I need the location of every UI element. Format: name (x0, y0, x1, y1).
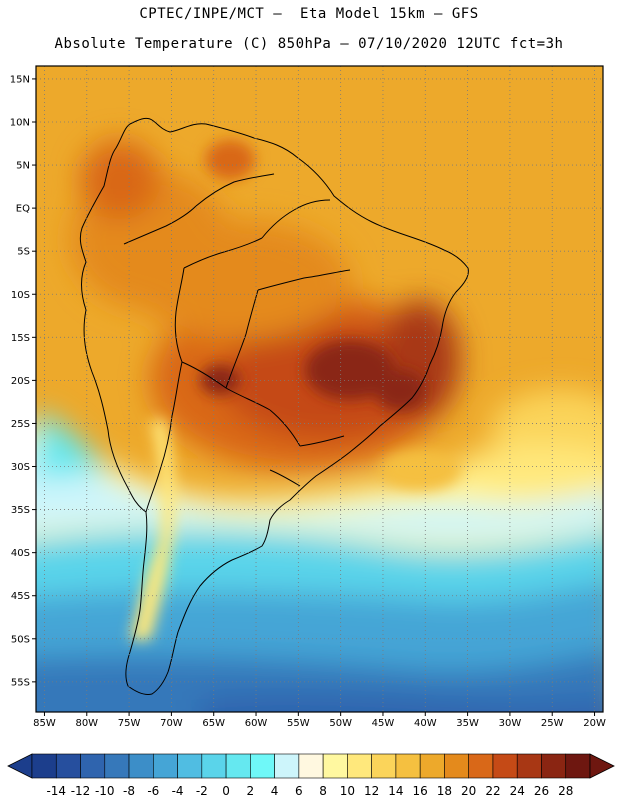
colorbar-swatch (468, 753, 494, 779)
temperature-field (36, 66, 603, 712)
colorbar-label: 18 (437, 784, 452, 798)
y-tick-label: 25S (11, 419, 30, 430)
colorbar-label: 6 (295, 784, 303, 798)
colorbar-label: -14 (46, 784, 66, 798)
colorbar-swatch (322, 753, 348, 779)
colorbar-swatch (298, 753, 324, 779)
colorbar-swatch (395, 753, 421, 779)
colorbar-max-arrow (589, 753, 615, 779)
x-tick-label: 20W (583, 718, 606, 729)
colorbar-label: -6 (147, 784, 159, 798)
colorbar-swatch (31, 753, 57, 779)
x-tick-label: 50W (329, 718, 352, 729)
x-tick-label: 75W (118, 718, 141, 729)
x-tick-label: 25W (541, 718, 564, 729)
x-tick-label: 30W (499, 718, 522, 729)
x-tick-label: 85W (33, 718, 56, 729)
colorbar-swatch (128, 753, 154, 779)
colorbar-swatch (371, 753, 397, 779)
y-tick-label: 35S (11, 505, 30, 516)
colorbar-swatch (541, 753, 567, 779)
y-tick-label: 40S (11, 548, 30, 559)
colorbar-swatch (565, 753, 591, 779)
colorbar-label: 8 (319, 784, 327, 798)
x-tick-label: 65W (202, 718, 225, 729)
y-tick-label: 15S (11, 333, 30, 344)
colorbar-label: 12 (364, 784, 379, 798)
colorbar-swatch (104, 753, 130, 779)
colorbar-swatch (55, 753, 81, 779)
latitude-axis: 15N 10N 5N EQ 5S 10S 15S 20S 25S 30S 35S 40S 45S 50S 5… (10, 74, 36, 688)
y-tick-label: 10S (11, 290, 30, 301)
colorbar-swatch (153, 753, 178, 779)
y-tick-label: 5N (16, 161, 30, 172)
y-tick-label: 55S (11, 677, 30, 688)
graticule (36, 66, 603, 712)
colorbar-label: 16 (413, 784, 428, 798)
colorbar-swatch (419, 753, 445, 779)
y-tick-label: 30S (11, 462, 30, 473)
x-tick-label: 60W (245, 718, 268, 729)
colorbar-label: 10 (340, 784, 355, 798)
colorbar-min-arrow (7, 753, 33, 779)
x-tick-label: 70W (160, 718, 183, 729)
colorbar-swatch (274, 753, 300, 779)
colorbar-label: 22 (485, 784, 500, 798)
y-tick-label: 10N (10, 117, 30, 128)
y-tick-label: 45S (11, 591, 30, 602)
colorbar-label: 20 (461, 784, 476, 798)
y-tick-label: 5S (17, 247, 30, 258)
map-title-line2: Absolute Temperature (C) 850hPa – 07/10/… (54, 36, 564, 52)
colorbar-label: 4 (271, 784, 279, 798)
y-tick-label: 50S (11, 634, 30, 645)
colorbar-label: -8 (123, 784, 135, 798)
colorbar-swatch (347, 753, 372, 779)
y-tick-label: 15N (10, 74, 30, 85)
map-title-line1: CPTEC/INPE/MCT – Eta Model 15km – GFS (139, 6, 479, 22)
colorbar-swatch (177, 753, 203, 779)
map-frame (35, 65, 604, 713)
colorbar-label: -12 (71, 784, 91, 798)
colorbar: -14 -12 -10 -8 -6 -4 -2 0 2 4 6 8 10 12 14 16 18 20 22 24 26… (7, 753, 615, 798)
colorbar-swatch (516, 753, 542, 779)
colorbar-swatch (250, 753, 275, 779)
x-tick-label: 80W (75, 718, 98, 729)
colorbar-label: 0 (222, 784, 230, 798)
x-tick-label: 35W (456, 718, 479, 729)
longitude-axis: 85W 80W 75W 70W 65W 60W 55W 50W 45W 40W 35W 30W 25W 2… (33, 712, 606, 729)
colorbar-label: 14 (388, 784, 403, 798)
x-tick-label: 55W (287, 718, 310, 729)
y-tick-label: EQ (16, 204, 30, 215)
colorbar-label: 2 (247, 784, 255, 798)
colorbar-swatch (201, 753, 227, 779)
x-tick-label: 45W (372, 718, 395, 729)
colorbar-swatch (80, 753, 106, 779)
colorbar-swatch (444, 753, 469, 779)
colorbar-swatch (492, 753, 518, 779)
colorbar-label: -2 (196, 784, 208, 798)
colorbar-swatch (225, 753, 251, 779)
colorbar-label: -4 (172, 784, 184, 798)
colorbar-label: 24 (510, 784, 525, 798)
colorbar-label: -10 (95, 784, 115, 798)
colorbar-label: 28 (558, 784, 573, 798)
x-tick-label: 40W (414, 718, 437, 729)
colorbar-label: 26 (534, 784, 549, 798)
y-tick-label: 20S (11, 376, 30, 387)
